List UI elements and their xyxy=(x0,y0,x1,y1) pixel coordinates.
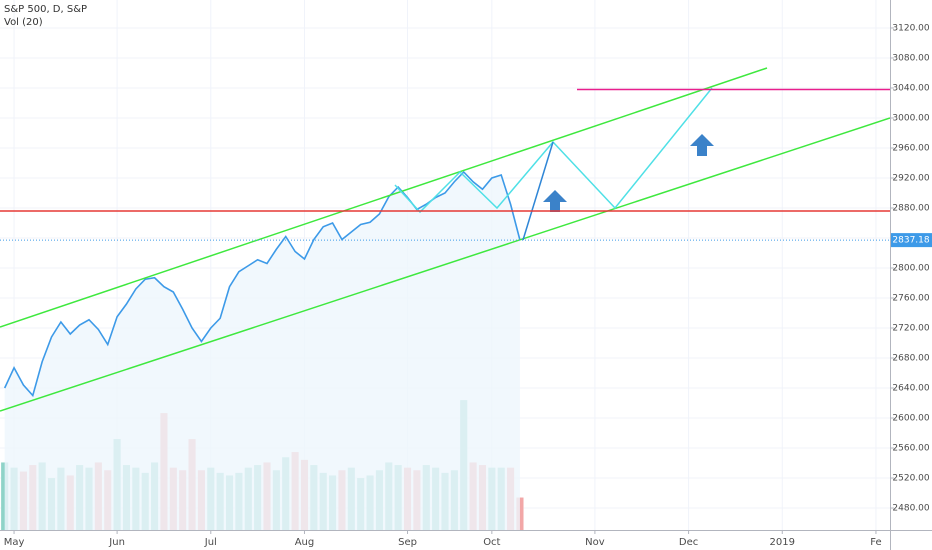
marks xyxy=(1,170,524,531)
y-tick-label: 3000.00 xyxy=(892,113,929,123)
projection-up xyxy=(522,141,554,241)
y-tick-label: 2680.00 xyxy=(892,354,929,364)
last-price-badge xyxy=(891,233,932,248)
y-tick-label: 2920.00 xyxy=(892,173,929,183)
x-tick-label: 2019 xyxy=(770,537,795,548)
y-tick-label: 3040.00 xyxy=(892,83,929,93)
x-tick-label: Jul xyxy=(204,537,217,548)
x-tick-label: Aug xyxy=(295,537,315,548)
x-tick-label: May xyxy=(4,537,25,548)
channel-upper xyxy=(0,67,768,328)
chart-title: S&P 500, D, S&P xyxy=(4,4,87,15)
y-tick-label: 2760.00 xyxy=(892,294,929,304)
y-tick-label: 3120.00 xyxy=(892,23,929,33)
price-area xyxy=(4,171,520,531)
drawings xyxy=(0,67,891,412)
y-tick-label: 2600.00 xyxy=(892,414,929,424)
y-tick-label: 2560.00 xyxy=(892,444,929,454)
axes: 2480.00 2520.00 2560.00 2600.00 2640.00 2680.… xyxy=(4,23,932,548)
arrow-up xyxy=(690,134,714,156)
y-tick-label: 2520.00 xyxy=(892,474,929,484)
y-tick-label: 3080.00 xyxy=(892,53,929,63)
levels xyxy=(0,88,890,241)
x-tick-label: Nov xyxy=(585,537,605,548)
projection xyxy=(394,87,713,214)
x-tick-label: Dec xyxy=(679,537,698,548)
x-tick-label: Sep xyxy=(398,537,417,548)
y-tick-label: 2800.00 xyxy=(892,264,929,274)
channel-lower xyxy=(0,117,891,412)
y-tick-label: 2480.00 xyxy=(892,504,929,514)
y-tick-label: 2880.00 xyxy=(892,203,929,213)
y-tick-label: 2640.00 xyxy=(892,384,929,394)
chart-subtitle: Vol (20) xyxy=(4,17,43,28)
x-tick-label: Oct xyxy=(483,537,500,548)
x-tick-label: Fe xyxy=(870,537,881,548)
y-tick-label: 2720.00 xyxy=(892,324,929,334)
last-price-label: 2837.18 xyxy=(892,236,929,246)
x-tick-label: Jun xyxy=(108,537,125,548)
y-tick-label: 2960.00 xyxy=(892,143,929,153)
arrow-up xyxy=(543,190,567,212)
